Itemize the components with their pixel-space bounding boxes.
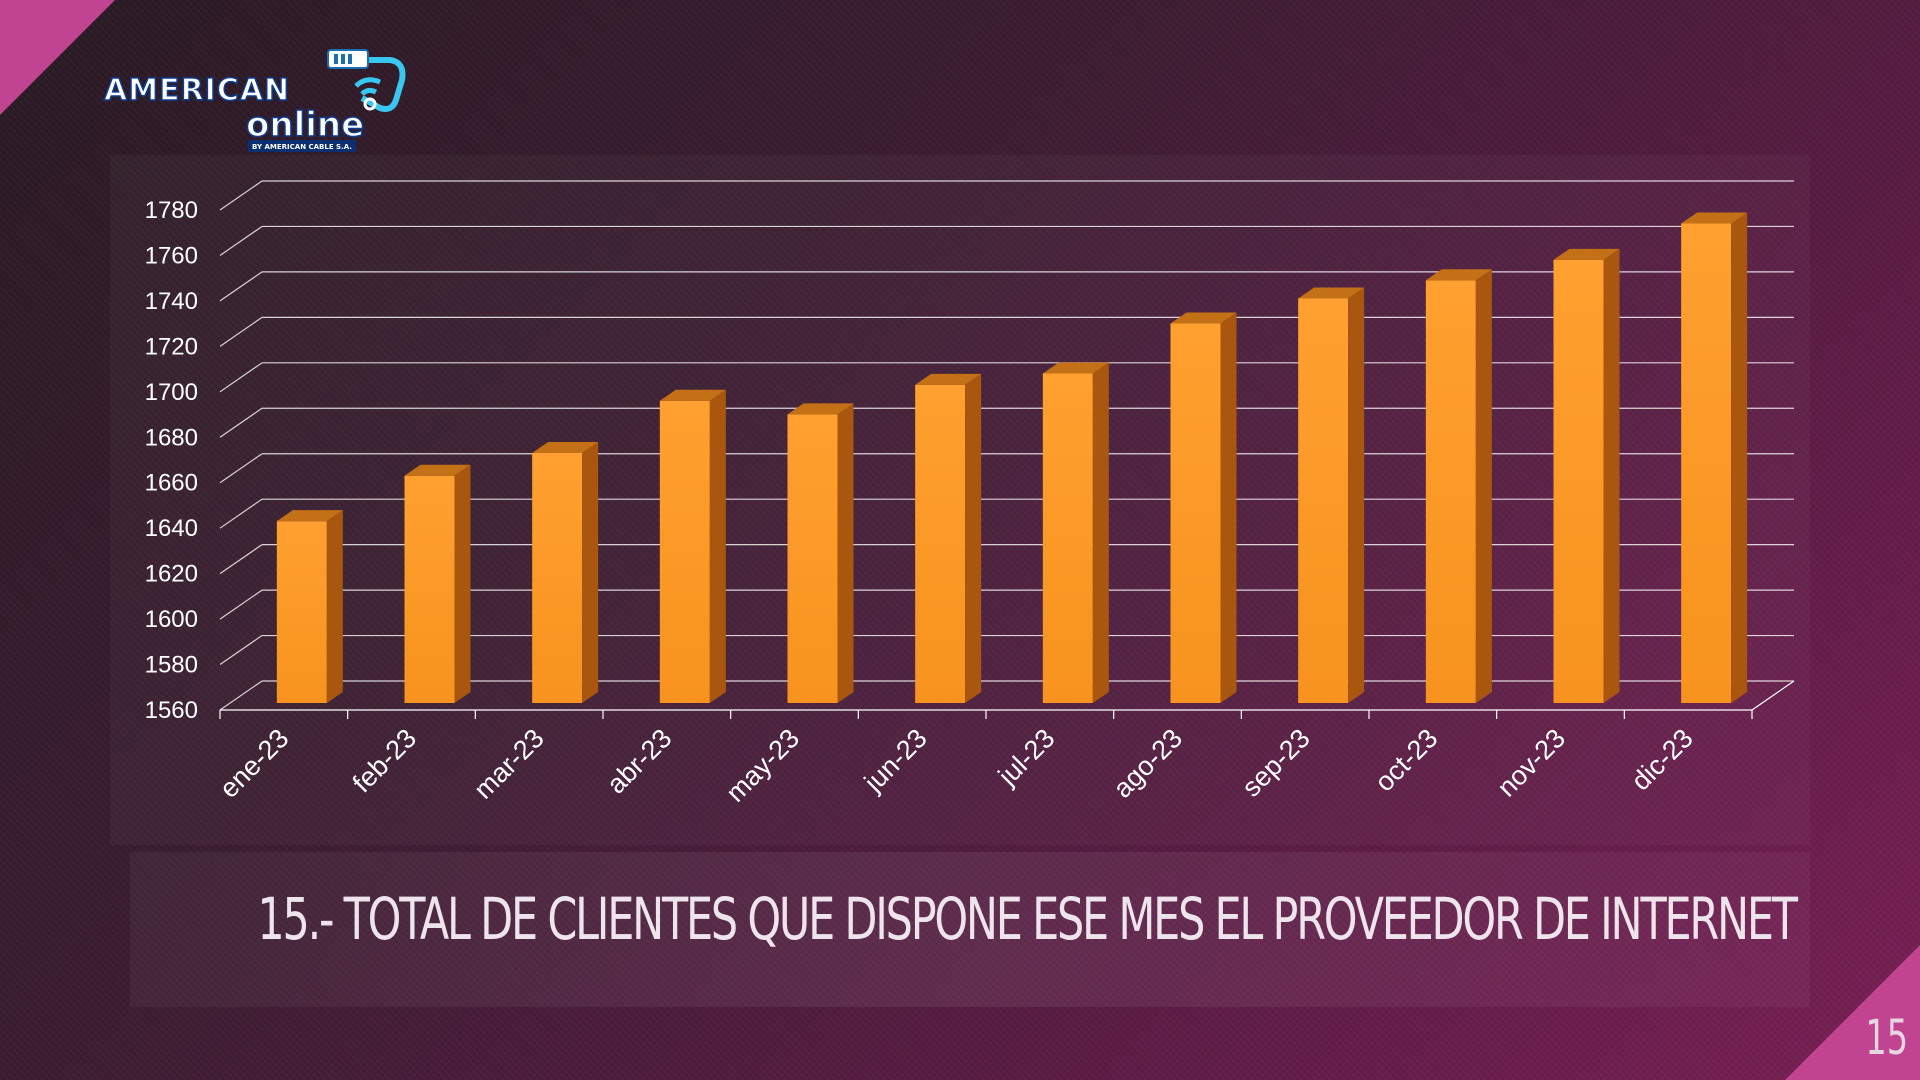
clients-bar-chart: 1560 1580 1600 1620 1640 1660 1680 1700 1720 1740… bbox=[145, 180, 1795, 808]
y-tick-label: 1680 bbox=[145, 424, 198, 451]
gridline-connector bbox=[219, 180, 263, 211]
x-tick-label: jul-23 bbox=[992, 723, 1061, 792]
bar-side-nov-23 bbox=[1603, 248, 1620, 703]
bar-top-jul-23 bbox=[1042, 362, 1109, 374]
bar-jul-23 bbox=[1042, 373, 1093, 703]
x-tick-label: mar-23 bbox=[468, 723, 550, 805]
corner-accent-top-left bbox=[0, 0, 115, 115]
gridline-connector bbox=[219, 225, 263, 256]
bar-top-sep-23 bbox=[1298, 287, 1365, 299]
bar-feb-23 bbox=[404, 475, 455, 703]
bar-side-dic-23 bbox=[1731, 212, 1748, 704]
y-tick-label: 1700 bbox=[145, 379, 198, 406]
brand-logo: AMERICAN online BY AMERICAN CABLE S.A. bbox=[100, 42, 420, 152]
bar-side-ago-23 bbox=[1220, 312, 1237, 703]
y-tick-label: 1780 bbox=[145, 197, 198, 224]
x-tick-label: nov-23 bbox=[1492, 723, 1572, 803]
bar-side-mar-23 bbox=[582, 442, 599, 703]
bar-nov-23 bbox=[1553, 259, 1604, 703]
bar-top-dic-23 bbox=[1681, 212, 1748, 224]
y-tick-label: 1640 bbox=[145, 515, 198, 542]
x-tick-label: oct-23 bbox=[1369, 723, 1443, 797]
bar-top-nov-23 bbox=[1553, 248, 1620, 260]
y-tick-label: 1760 bbox=[145, 242, 198, 269]
corner-accent-bottom-right bbox=[1785, 945, 1920, 1080]
gridline-connector bbox=[219, 407, 263, 438]
y-tick-label: 1740 bbox=[145, 288, 198, 315]
x-tick-label: ene-23 bbox=[214, 723, 295, 804]
bar-dic-23 bbox=[1681, 223, 1732, 704]
gridline-connector bbox=[219, 271, 263, 302]
gridline-connector bbox=[219, 589, 263, 620]
x-tick-label: may-23 bbox=[720, 723, 805, 808]
slide-title: 15.- TOTAL DE CLIENTES QUE DISPONE ESE M… bbox=[257, 885, 1798, 953]
x-tick-label: ago-23 bbox=[1107, 723, 1188, 804]
brand-line2: online bbox=[246, 105, 364, 145]
bar-ago-23 bbox=[1170, 323, 1221, 703]
gridline-connector bbox=[219, 544, 263, 575]
bar-may-23 bbox=[787, 414, 838, 703]
x-tick-label: feb-23 bbox=[347, 723, 422, 798]
bar-top-oct-23 bbox=[1425, 269, 1492, 281]
gridline-connector bbox=[219, 680, 263, 711]
gridline-connector bbox=[219, 453, 263, 484]
bar-side-ene-23 bbox=[326, 510, 343, 703]
bar-side-jun-23 bbox=[965, 373, 982, 703]
y-tick-label: 1720 bbox=[145, 333, 198, 360]
bar-oct-23 bbox=[1425, 280, 1476, 703]
bar-top-ene-23 bbox=[276, 510, 343, 522]
y-tick-label: 1620 bbox=[145, 561, 198, 588]
x-tick-label: abr-23 bbox=[601, 723, 677, 799]
y-tick-label: 1560 bbox=[145, 697, 198, 724]
bar-side-feb-23 bbox=[454, 464, 471, 703]
bar-top-may-23 bbox=[787, 403, 854, 415]
bar-mar-23 bbox=[532, 453, 583, 703]
bar-ene-23 bbox=[276, 521, 327, 703]
gridline-connector bbox=[219, 635, 263, 666]
cable-plug-icon bbox=[327, 49, 406, 112]
bar-jun-23 bbox=[915, 384, 966, 703]
gridline-connector bbox=[219, 362, 263, 393]
floor-edge bbox=[1751, 680, 1795, 711]
bar-side-abr-23 bbox=[709, 389, 726, 703]
title-band bbox=[130, 852, 1810, 1007]
bar-abr-23 bbox=[659, 400, 710, 703]
x-tick-label: sep-23 bbox=[1236, 723, 1316, 803]
bar-top-feb-23 bbox=[404, 464, 471, 476]
x-tick-label: jun-23 bbox=[858, 723, 933, 798]
bar-side-oct-23 bbox=[1475, 269, 1492, 703]
y-tick-label: 1600 bbox=[145, 606, 198, 633]
x-tick-label: dic-23 bbox=[1626, 723, 1699, 796]
bar-top-jun-23 bbox=[915, 373, 982, 385]
bar-top-ago-23 bbox=[1170, 312, 1237, 324]
bar-top-mar-23 bbox=[532, 442, 599, 453]
gridline-connector bbox=[219, 498, 263, 529]
page-number: 15 bbox=[1865, 1010, 1908, 1066]
bar-side-may-23 bbox=[837, 403, 854, 703]
bar-sep-23 bbox=[1298, 298, 1349, 703]
y-tick-label: 1660 bbox=[145, 470, 198, 497]
brand-line1: AMERICAN bbox=[104, 73, 290, 108]
bar-side-sep-23 bbox=[1348, 287, 1365, 703]
bar-top-abr-23 bbox=[659, 389, 726, 401]
gridline-connector bbox=[219, 316, 263, 347]
y-tick-label: 1580 bbox=[145, 652, 198, 679]
brand-tagline: BY AMERICAN CABLE S.A. bbox=[252, 143, 352, 151]
bar-side-jul-23 bbox=[1092, 362, 1109, 703]
